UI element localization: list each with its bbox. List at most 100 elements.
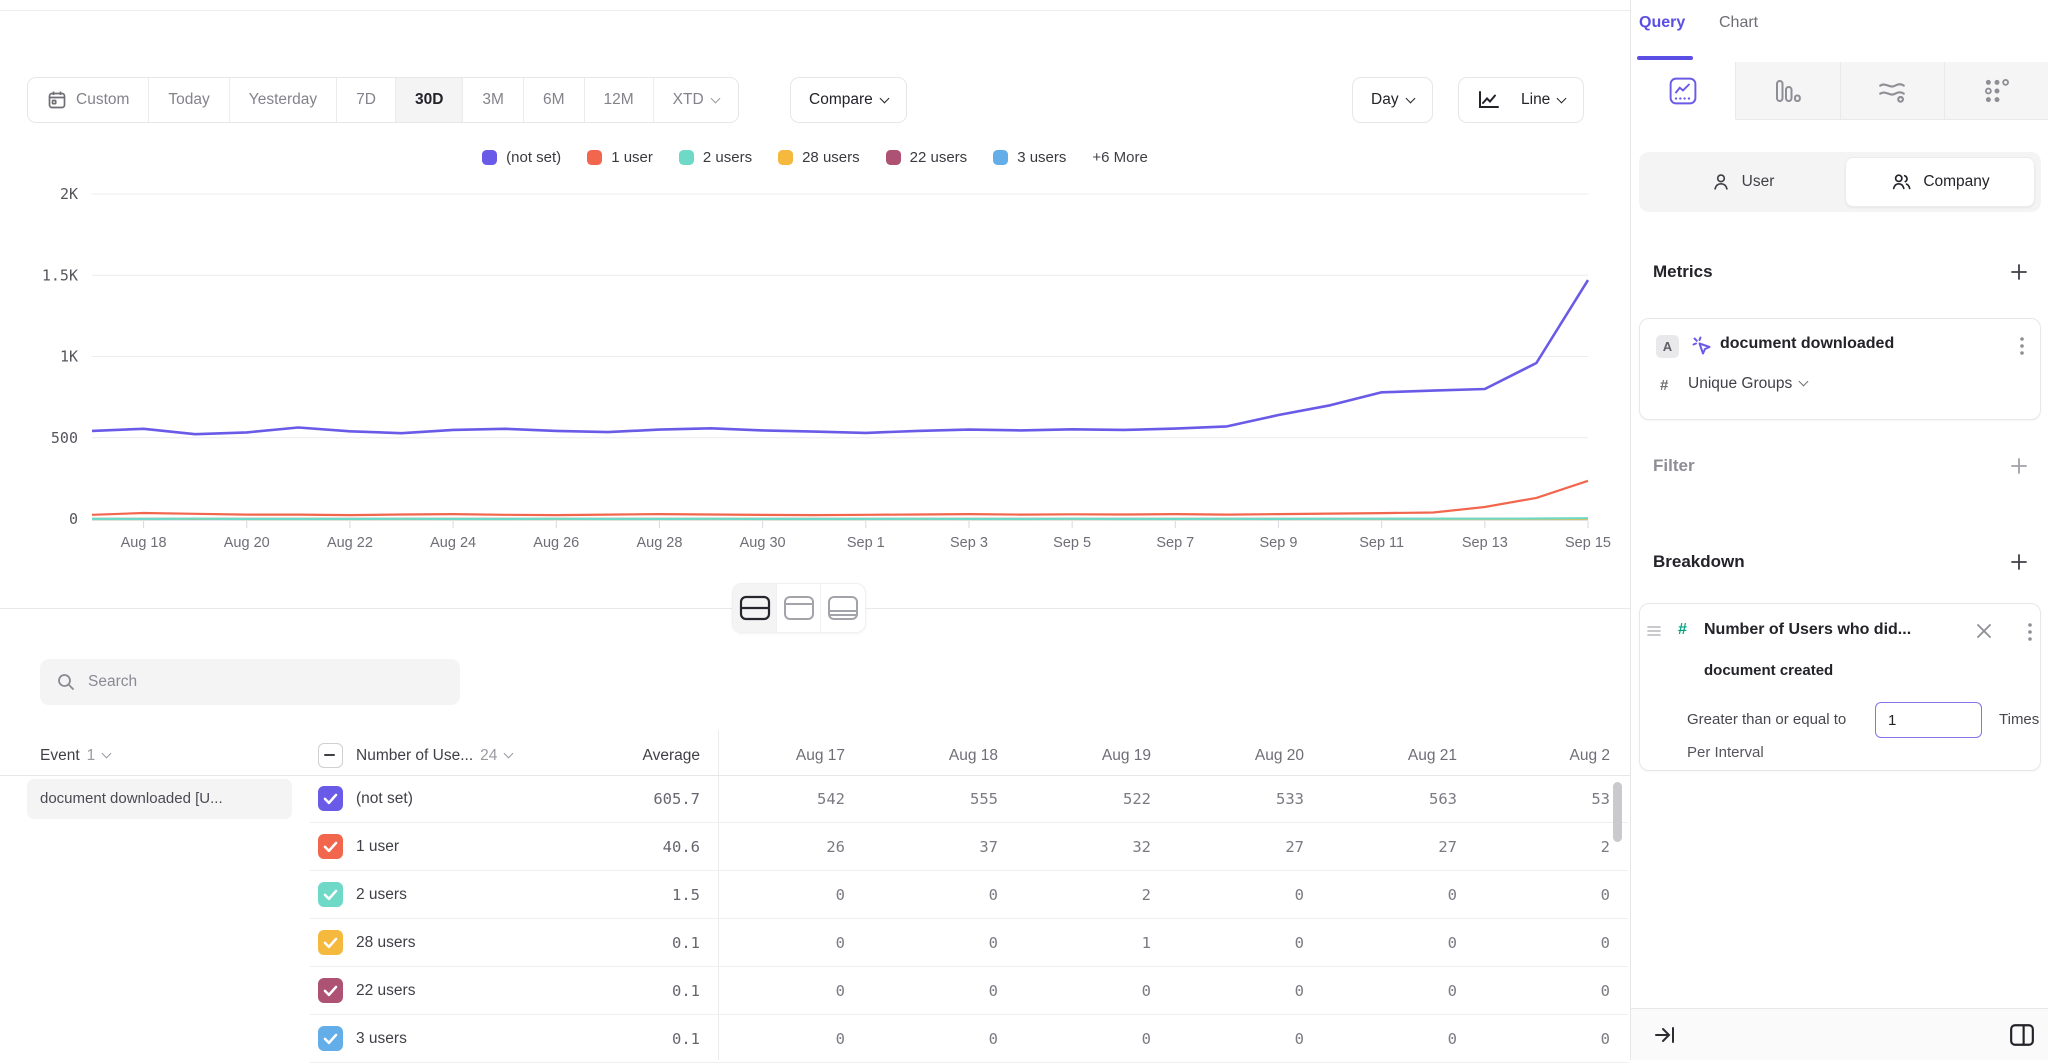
chart-legend: (not set) 1 user 2 users 28 users 22 users 3 … <box>0 149 1630 166</box>
legend-item[interactable]: (not set) <box>482 149 561 166</box>
legend-item[interactable]: 22 users <box>885 149 967 166</box>
range-3m[interactable]: 3M <box>463 78 524 122</box>
cell-value: 0 <box>988 982 998 1000</box>
table-row: document downloaded [U... (not set) 605.7 5… <box>0 775 1630 823</box>
compare-button[interactable]: Compare <box>790 77 907 123</box>
legend-label: 2 users <box>702 149 753 166</box>
svg-text:Aug 26: Aug 26 <box>533 535 579 551</box>
legend-item[interactable]: 2 users <box>678 149 753 166</box>
svg-text:Sep 5: Sep 5 <box>1053 535 1091 551</box>
cell-value: 32 <box>1132 838 1151 856</box>
svg-text:Aug 22: Aug 22 <box>327 535 373 551</box>
interval-dropdown[interactable]: Day <box>1352 77 1433 123</box>
row-divider <box>310 1014 1628 1015</box>
legend-more[interactable]: +6 More <box>1092 149 1148 166</box>
breakdown-card-title: Number of Users who did... <box>1704 621 1912 638</box>
range-12m[interactable]: 12M <box>585 78 654 122</box>
drag-handle-icon[interactable] <box>1646 624 1662 643</box>
flow-chart-tab[interactable] <box>1840 62 1946 120</box>
series-checkbox[interactable] <box>318 978 343 1003</box>
legend-item[interactable]: 1 user <box>587 149 653 166</box>
cell-value: 0 <box>988 886 998 904</box>
range-label: Yesterday <box>248 91 318 108</box>
panel-footer <box>1631 1008 2048 1060</box>
main-area: Custom Today Yesterday 7D 30D 3M 6M 12M XTD Comp… <box>0 77 1630 1063</box>
condition-value-input[interactable] <box>1875 702 1982 738</box>
interval-label: Day <box>1371 91 1399 108</box>
compare-label: Compare <box>809 91 873 108</box>
legend-swatch <box>482 150 498 165</box>
cell-value: 0 <box>835 934 845 952</box>
filter-section-header: Filter <box>1653 452 2028 480</box>
range-label: 30D <box>414 91 444 108</box>
scatter-grid-tab[interactable] <box>1945 62 2048 120</box>
entity-user-button[interactable]: User <box>1639 152 1845 212</box>
cell-value: 27 <box>1438 838 1457 856</box>
layout-table-view-button[interactable] <box>821 584 865 632</box>
add-metric-button[interactable] <box>2010 263 2028 281</box>
svg-text:2K: 2K <box>60 185 78 203</box>
close-icon[interactable] <box>1976 623 1992 639</box>
breakdown-card: # Number of Users who did... document cr… <box>1639 603 2041 771</box>
range-custom[interactable]: Custom <box>28 78 150 122</box>
average-column-header: Average <box>642 747 700 764</box>
row-divider <box>310 870 1628 871</box>
metric-kebab-menu[interactable] <box>2020 337 2024 355</box>
average-value: 1.5 <box>672 886 700 904</box>
range-6m[interactable]: 6M <box>524 78 585 122</box>
bar-chart-tab[interactable] <box>1735 62 1841 120</box>
breakdown-kebab-menu[interactable] <box>2028 623 2032 641</box>
add-breakdown-button[interactable] <box>2010 553 2028 571</box>
event-column-header[interactable]: Event 1 <box>40 736 112 775</box>
cell-value: 0 <box>988 934 998 952</box>
entity-company-button[interactable]: Company <box>1845 157 2035 207</box>
search-input[interactable] <box>88 673 444 691</box>
cell-value: 0 <box>1447 1030 1457 1048</box>
series-checkbox[interactable] <box>318 930 343 955</box>
collapse-panel-icon[interactable] <box>1653 1023 1677 1052</box>
svg-text:1.5K: 1.5K <box>42 266 78 284</box>
split-panel-icon[interactable] <box>2009 1023 2035 1052</box>
tab-chart[interactable]: Chart <box>1719 14 1759 31</box>
entity-toggle: User Company <box>1639 152 2041 212</box>
event-name-cell[interactable]: document downloaded [U... <box>27 779 292 819</box>
range-7d[interactable]: 7D <box>337 78 396 122</box>
range-today[interactable]: Today <box>149 78 230 122</box>
layout-chart-view-button[interactable] <box>777 584 821 632</box>
table-row: 3 users 0.1 0 0 0 0 0 0 <box>0 1015 1630 1063</box>
series-checkbox[interactable] <box>318 786 343 811</box>
cell-value: 53 <box>1591 790 1610 808</box>
chart-type-dropdown[interactable]: Line <box>1458 77 1585 123</box>
table-row: 22 users 0.1 0 0 0 0 0 0 <box>0 967 1630 1015</box>
segmentation-chart-tab[interactable] <box>1631 62 1736 120</box>
cell-value: 0 <box>1447 886 1457 904</box>
legend-label: 3 users <box>1017 149 1067 166</box>
series-checkbox[interactable] <box>318 834 343 859</box>
tab-query[interactable]: Query <box>1639 14 1686 31</box>
layout-toggle <box>732 583 866 633</box>
legend-item[interactable]: 3 users <box>993 149 1066 166</box>
aggregation-dropdown[interactable]: Unique Groups <box>1688 375 1809 393</box>
line-chart[interactable]: 0 500 1K 1.5K 2K Aug 18 Aug 20 Aug 22 Aug 24 Aug … <box>0 130 1630 570</box>
range-30d[interactable]: 30D <box>395 78 464 122</box>
bottom-pane-icon <box>827 595 859 621</box>
range-xtd[interactable]: XTD <box>654 78 738 122</box>
cell-value: 0 <box>835 886 845 904</box>
company-icon <box>1890 171 1913 193</box>
select-all-checkbox[interactable] <box>318 743 343 768</box>
breakdown-column-header[interactable]: Number of Use... 24 <box>356 736 514 775</box>
vertical-scrollbar[interactable] <box>1613 782 1622 842</box>
chart-type-label: Line <box>1521 91 1551 108</box>
series-checkbox[interactable] <box>318 1026 343 1051</box>
metric-letter-badge: A <box>1656 335 1679 358</box>
range-yesterday[interactable]: Yesterday <box>230 78 338 122</box>
metric-card[interactable]: A document downloaded # Unique Groups <box>1639 318 2041 420</box>
legend-item[interactable]: 28 users <box>778 149 860 166</box>
cell-value: 0 <box>1294 934 1304 952</box>
average-value: 0.1 <box>672 1030 700 1048</box>
series-checkbox[interactable] <box>318 882 343 907</box>
table-row: 2 users 1.5 0 0 2 0 0 0 <box>0 871 1630 919</box>
layout-split-view-button[interactable] <box>733 584 777 632</box>
add-filter-button[interactable] <box>2010 457 2028 475</box>
metric-name: document downloaded <box>1720 335 1895 352</box>
